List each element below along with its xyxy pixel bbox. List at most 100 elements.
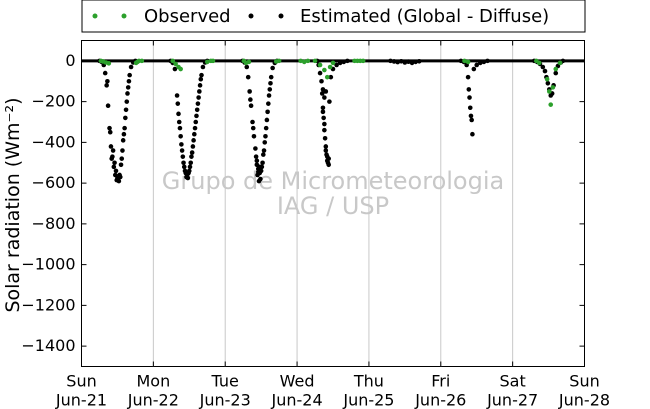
- estimated-point: [469, 117, 474, 123]
- estimated-point: [341, 59, 347, 65]
- estimated-point: [175, 101, 181, 106]
- y-tick-label: −400: [32, 132, 76, 151]
- observed-point: [178, 66, 183, 72]
- x-tick-label-date: Jun-23: [199, 391, 251, 409]
- estimated-point: [402, 60, 408, 65]
- estimated-point: [263, 125, 269, 131]
- estimated-point: [465, 74, 471, 80]
- estimated-point: [188, 160, 194, 166]
- observed-point: [548, 102, 554, 107]
- observed-point: [536, 60, 542, 66]
- estimated-point: [545, 80, 551, 86]
- estimated-point: [199, 72, 204, 78]
- estimated-point: [542, 68, 548, 74]
- estimated-point: [180, 154, 186, 159]
- x-tick-label-day: Sun: [569, 372, 599, 391]
- observed-point: [546, 89, 552, 94]
- observed-point: [276, 58, 282, 64]
- estimated-point: [467, 105, 473, 111]
- estimated-point: [248, 97, 253, 102]
- estimated-point: [253, 146, 258, 151]
- estimated-point: [406, 59, 411, 64]
- x-tick-label-day: Sat: [500, 372, 526, 391]
- observed-point: [170, 58, 176, 64]
- estimated-point: [485, 58, 490, 64]
- y-tick-label: −1000: [21, 255, 75, 274]
- x-tick-label-date: Jun-21: [55, 391, 107, 409]
- x-tick-label-day: Mon: [136, 372, 170, 391]
- observed-point: [327, 64, 333, 70]
- estimated-point: [197, 83, 203, 88]
- estimated-point: [122, 125, 127, 131]
- y-tick-label: −1200: [21, 295, 75, 314]
- observed-point: [465, 59, 471, 65]
- estimated-point: [263, 133, 268, 139]
- estimated-point: [250, 125, 256, 131]
- observed-point: [324, 74, 330, 80]
- estimated-point: [323, 148, 329, 153]
- watermark-line-2: IAG / USP: [277, 192, 389, 220]
- grid: [152, 40, 514, 367]
- estimated-point: [121, 131, 127, 137]
- estimated-point: [409, 60, 415, 66]
- estimated-point: [268, 74, 274, 80]
- x-tick-label-date: Jun-26: [414, 391, 466, 409]
- estimated-point: [328, 74, 334, 80]
- estimated-point: [337, 60, 343, 66]
- estimated-point: [268, 80, 273, 86]
- estimated-point: [182, 168, 188, 174]
- estimated-point: [321, 115, 326, 121]
- estimated-point: [123, 107, 129, 113]
- estimated-point: [194, 107, 200, 113]
- estimated-point: [189, 154, 194, 159]
- legend-marker-estimated: [278, 13, 284, 19]
- estimated-point: [125, 85, 131, 90]
- estimated-point: [270, 65, 275, 71]
- estimated-point: [248, 103, 254, 108]
- x-tick-label-date: Jun-24: [271, 391, 323, 409]
- estimated-point: [194, 113, 199, 119]
- estimated-point: [322, 95, 327, 100]
- estimated-point: [467, 95, 472, 100]
- estimated-point: [196, 95, 201, 100]
- observed-point: [106, 61, 112, 66]
- estimated-point: [266, 101, 271, 106]
- estimated-point: [120, 148, 125, 153]
- observed-point: [246, 59, 252, 65]
- y-tick-label: 0: [65, 51, 75, 70]
- estimated-point: [320, 105, 326, 111]
- observed-point: [322, 67, 327, 73]
- estimated-point: [398, 58, 404, 64]
- legend: Observed Estimated (Global - Diffuse): [81, 0, 586, 33]
- estimated-point: [260, 160, 265, 166]
- observed-point: [360, 58, 366, 64]
- observed-point: [550, 85, 556, 90]
- estimated-point: [200, 64, 206, 70]
- estimated-point: [193, 119, 199, 125]
- estimated-point: [258, 176, 263, 182]
- y-tick-label: −800: [32, 214, 76, 233]
- observed-point: [305, 58, 311, 64]
- estimated-point: [253, 154, 259, 159]
- estimated-point: [326, 162, 331, 168]
- observed-point: [301, 59, 307, 65]
- estimated-point: [185, 175, 191, 181]
- y-axis-label: Solar radiation (Wm⁻²): [2, 97, 24, 312]
- estimated-point: [261, 148, 267, 153]
- observed-point: [553, 66, 559, 72]
- legend-marker-estimated: [248, 13, 254, 19]
- watermark-line-1: Grupo de Micrometeorologia: [162, 167, 504, 195]
- estimated-point: [192, 125, 198, 131]
- estimated-point: [324, 154, 330, 159]
- estimated-point: [322, 127, 327, 133]
- observed-point: [544, 76, 550, 82]
- estimated-point: [190, 144, 196, 149]
- data-points: [97, 58, 566, 184]
- estimated-point: [478, 60, 483, 66]
- estimated-point: [265, 109, 270, 115]
- estimated-point: [178, 133, 183, 139]
- estimated-point: [327, 99, 332, 104]
- estimated-point: [176, 119, 182, 125]
- estimated-point: [254, 158, 260, 164]
- estimated-point: [471, 66, 477, 72]
